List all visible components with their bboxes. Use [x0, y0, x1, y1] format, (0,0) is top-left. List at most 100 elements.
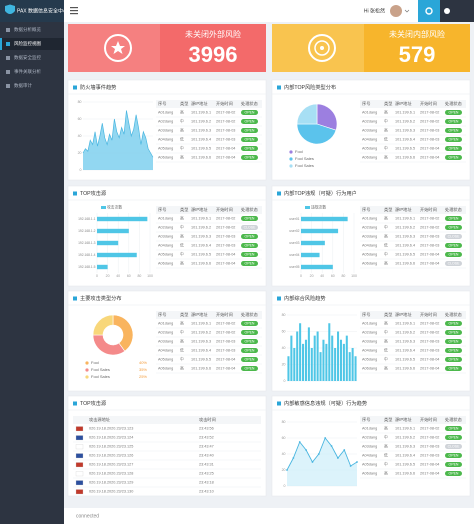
status-toggle[interactable] [445, 462, 462, 467]
panel-icon [73, 85, 77, 90]
avatar[interactable] [390, 5, 402, 17]
status-toggle[interactable] [445, 234, 462, 239]
legend-dot [85, 361, 89, 365]
panel [67, 185, 267, 287]
table-header: 序号 [362, 206, 370, 213]
status-toggle[interactable] [445, 137, 462, 142]
status-toggle[interactable] [445, 444, 462, 449]
bar [328, 323, 331, 381]
panel-icon [277, 191, 281, 196]
table-cell: 2017-08-04 [420, 147, 439, 151]
status-label: OPEN [245, 262, 255, 266]
kpi-value: 579 [399, 42, 436, 67]
bar [301, 216, 348, 222]
kpi-label: 未关闭内部风险 [389, 29, 445, 39]
menu-active-bg [0, 38, 64, 50]
status-label: OPEN [449, 111, 459, 115]
status-toggle[interactable] [241, 366, 258, 371]
table-cell: 101.199.6.6 [191, 262, 211, 266]
legend-label: Fool Sales [295, 163, 314, 168]
status-toggle[interactable] [241, 128, 258, 133]
status-toggle[interactable] [445, 155, 462, 160]
status-toggle[interactable] [241, 261, 258, 266]
table-cell: 2017-08-02 [216, 322, 235, 326]
status-toggle[interactable] [241, 243, 258, 248]
user-name[interactable]: Hi 张松然 [364, 7, 385, 14]
table-cell: 101.199.6.6 [191, 367, 211, 371]
table-cell: 020.19.18.2020.23/23.127 [89, 463, 133, 467]
status-toggle[interactable] [241, 216, 258, 221]
status-toggle[interactable] [241, 339, 258, 344]
status-toggle[interactable] [445, 366, 462, 371]
status-toggle[interactable] [445, 119, 462, 124]
status-toggle[interactable] [445, 435, 462, 440]
status-toggle[interactable] [241, 348, 258, 353]
status-toggle[interactable] [241, 234, 258, 239]
bar [345, 335, 348, 381]
status-toggle[interactable] [241, 155, 258, 160]
status-label: OPEN [245, 340, 255, 344]
status-toggle[interactable] [445, 252, 462, 257]
status-label: OPEN [245, 129, 255, 133]
table-header-bg [73, 416, 261, 424]
user-caret[interactable] [404, 9, 410, 13]
status-toggle[interactable] [445, 453, 462, 458]
y-tick-label: 60 [282, 329, 286, 333]
menu-item[interactable]: 事件关联分析 [14, 68, 41, 75]
table-cell: 高 [384, 128, 388, 133]
menu-item[interactable]: 风险监控视图 [14, 40, 41, 47]
status-toggle[interactable] [445, 128, 462, 133]
help-button[interactable] [440, 0, 474, 22]
menu-toggle[interactable] [70, 7, 78, 15]
status-toggle[interactable] [241, 146, 258, 151]
status-toggle[interactable] [445, 321, 462, 326]
status-toggle[interactable] [445, 348, 462, 353]
settings-button[interactable] [418, 0, 440, 22]
menu-item[interactable]: 数据审计 [14, 82, 32, 89]
status-toggle[interactable] [241, 137, 258, 142]
table-cell: 101.199.6.3 [395, 235, 415, 239]
status-toggle[interactable] [445, 216, 462, 221]
flag [75, 480, 84, 486]
table-cell: 2017-08-02 [420, 331, 439, 335]
status-toggle[interactable] [241, 357, 258, 362]
status-toggle[interactable] [445, 261, 462, 266]
table-cell: 高 [384, 155, 388, 160]
status-toggle[interactable] [445, 426, 462, 431]
status-label: OPEN [449, 129, 459, 133]
table-header: 源IP地址 [191, 100, 208, 107]
menu-icon [6, 84, 10, 88]
table-cell: 高 [180, 321, 184, 326]
x-tick-label: 40 [320, 274, 324, 278]
status-toggle[interactable] [445, 357, 462, 362]
bar [334, 348, 337, 381]
status-toggle[interactable] [241, 110, 258, 115]
kpi-icon-area [272, 24, 364, 72]
table-cell: 低 [384, 243, 388, 248]
status-toggle[interactable] [445, 339, 462, 344]
table-cell: A04dang [362, 349, 377, 353]
table-cell: 2017-08-02 [216, 331, 235, 335]
status-toggle[interactable] [241, 252, 258, 257]
status-toggle[interactable] [445, 110, 462, 115]
table-cell: A06dang [158, 367, 173, 371]
status-toggle[interactable] [241, 119, 258, 124]
status-toggle[interactable] [445, 243, 462, 248]
status-toggle[interactable] [445, 471, 462, 476]
status-toggle[interactable] [241, 321, 258, 326]
line-point [311, 461, 314, 463]
status-toggle[interactable] [241, 330, 258, 335]
status-toggle[interactable] [241, 225, 258, 230]
status-label: OPEN [449, 120, 459, 124]
y-tick-label: 40 [282, 452, 286, 456]
status-toggle[interactable] [445, 146, 462, 151]
menu-item[interactable]: 数据安全监控 [14, 54, 41, 61]
bar [304, 339, 307, 381]
status-toggle[interactable] [445, 225, 462, 230]
table-cell: 2017-08-02 [216, 111, 235, 115]
table-cell: 高 [384, 234, 388, 239]
status-toggle[interactable] [445, 330, 462, 335]
menu-item[interactable]: 数据分析概览 [14, 26, 41, 33]
status-label: OPEN [449, 340, 459, 344]
table-header-bg [360, 100, 466, 108]
